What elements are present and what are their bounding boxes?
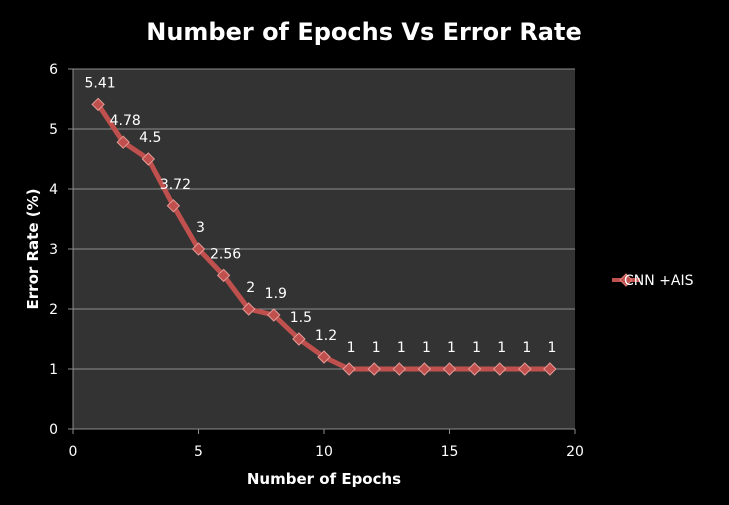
data-label: 1 — [447, 340, 456, 356]
x-tick-label: 10 — [315, 444, 333, 460]
data-point — [492, 362, 507, 376]
chart-title: Number of Epochs Vs Error Rate — [146, 18, 582, 46]
data-point — [267, 308, 281, 322]
data-label: 1 — [497, 340, 506, 356]
y-tick-label: 0 — [49, 422, 58, 438]
data-label: 1 — [547, 340, 556, 356]
data-label: 3.72 — [160, 177, 191, 193]
y-tick-label: 5 — [49, 122, 58, 138]
y-tick-label: 6 — [49, 62, 58, 78]
y-axis-title: Error Rate (%) — [24, 189, 42, 310]
data-point — [141, 152, 156, 166]
x-axis-ticks: 0 5 10 15 20 — [69, 429, 584, 460]
data-point — [467, 362, 482, 376]
data-label: 1 — [347, 340, 356, 356]
data-point — [518, 362, 532, 376]
data-label: 1.9 — [265, 286, 287, 302]
legend-label: CNN +AIS — [624, 273, 694, 289]
data-point — [216, 268, 231, 283]
data-point — [91, 97, 105, 112]
data-point — [166, 199, 181, 213]
data-label: 2 — [246, 280, 255, 296]
data-label: 3 — [196, 220, 205, 236]
data-point — [292, 332, 306, 346]
data-label: 1.5 — [290, 310, 312, 326]
data-label: 1 — [422, 340, 431, 356]
data-label: 1 — [397, 340, 406, 356]
data-point — [417, 362, 432, 376]
data-label: 5.41 — [85, 75, 116, 91]
data-point — [342, 362, 356, 376]
y-axis-ticks: 0 1 2 3 4 5 6 — [49, 62, 73, 438]
x-tick-label: 20 — [566, 444, 584, 460]
y-tick-label: 3 — [49, 242, 58, 258]
legend-marker — [619, 273, 633, 287]
data-label: 4.5 — [139, 130, 161, 146]
data-point — [317, 350, 331, 364]
x-tick-label: 15 — [441, 444, 459, 460]
data-label: 4.78 — [110, 113, 141, 129]
y-tick-label: 1 — [49, 362, 58, 378]
x-axis-title: Number of Epochs — [247, 470, 401, 488]
data-point — [543, 362, 557, 376]
y-tick-label: 2 — [49, 302, 58, 318]
data-label: 1 — [522, 340, 531, 356]
x-tick-label: 0 — [69, 444, 78, 460]
data-point — [392, 362, 407, 376]
data-point — [116, 135, 130, 149]
data-point — [191, 242, 206, 256]
data-point — [367, 362, 381, 376]
data-label: 1.2 — [315, 328, 337, 344]
data-label: 1 — [472, 340, 481, 356]
series-layer — [91, 97, 557, 376]
data-label: 2.56 — [210, 246, 241, 262]
data-point — [241, 302, 256, 316]
x-tick-label: 5 — [194, 444, 203, 460]
data-point — [442, 362, 457, 376]
data-label: 1 — [372, 340, 381, 356]
y-tick-label: 4 — [49, 182, 58, 198]
legend: CNN +AIS — [612, 273, 694, 289]
